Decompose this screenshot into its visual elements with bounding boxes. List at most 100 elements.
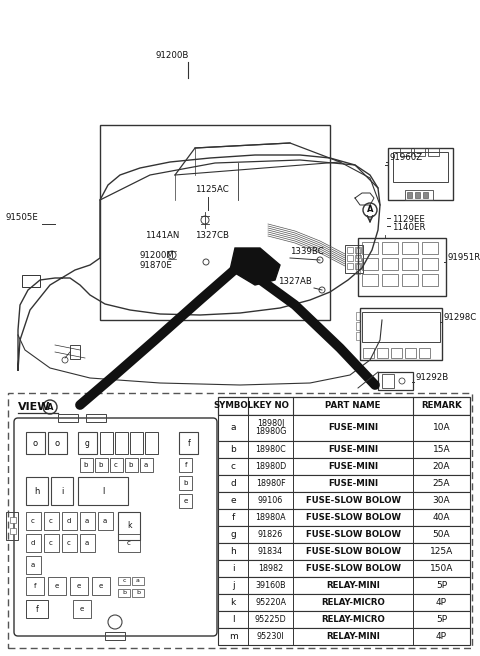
Bar [95,458,108,472]
Bar [355,263,361,269]
Bar [80,512,95,530]
Text: 1125AC: 1125AC [195,186,229,194]
Bar [51,477,73,505]
Text: 91870E: 91870E [140,260,173,270]
Text: 91200B: 91200B [155,51,188,60]
Text: 1141AN: 1141AN [145,230,180,239]
Bar [407,192,412,198]
Bar [391,348,402,358]
Text: 91951R: 91951R [448,253,480,262]
Text: RELAY-MICRO: RELAY-MICRO [321,615,385,624]
Text: 91960Z: 91960Z [390,154,423,163]
Text: e: e [77,583,81,589]
Bar [405,348,416,358]
Text: A: A [47,403,53,411]
Text: 1129EE: 1129EE [392,216,425,224]
Text: 18980C: 18980C [255,445,286,454]
Text: h: h [34,487,40,495]
Text: 15A: 15A [432,445,450,454]
Bar [26,600,48,618]
Bar [377,348,388,358]
Text: b: b [230,445,236,454]
Text: d: d [31,540,35,546]
Text: e: e [230,496,236,505]
Bar [58,414,78,422]
Bar [393,152,448,182]
Text: a: a [136,579,140,583]
Bar [347,247,353,253]
Bar [118,589,130,597]
Bar [80,458,93,472]
Circle shape [108,615,122,629]
Bar [405,190,433,200]
Bar [415,192,420,198]
Bar [356,312,360,320]
Bar [402,242,418,254]
Text: o: o [54,438,60,447]
Bar [26,534,41,552]
Bar [218,611,470,628]
Bar [70,345,80,359]
Bar [115,432,128,454]
Bar [402,258,418,270]
Bar [382,274,398,286]
Text: d: d [230,479,236,488]
Text: 39160B: 39160B [255,581,286,590]
Bar [382,258,398,270]
FancyBboxPatch shape [14,418,217,636]
Text: A: A [367,205,373,215]
Text: c: c [122,579,126,583]
Bar [218,560,470,577]
Bar [347,255,353,261]
Text: f: f [34,583,36,589]
Bar [140,458,153,472]
Text: RELAY-MICRO: RELAY-MICRO [321,598,385,607]
Bar [80,534,95,552]
Polygon shape [230,248,280,285]
Text: 91292B: 91292B [416,373,449,382]
Text: b: b [184,480,188,486]
Text: i: i [232,564,234,573]
Text: f: f [188,438,191,447]
Bar [8,393,472,648]
Text: 10A: 10A [432,424,450,432]
Bar [414,148,425,156]
Bar [86,414,106,422]
Bar [10,528,16,534]
Bar [26,512,41,530]
Bar [356,248,360,258]
Bar [62,512,77,530]
Text: 18980F: 18980F [256,479,285,488]
Text: b: b [84,462,88,468]
Bar [118,534,140,552]
Bar [105,632,125,640]
Circle shape [319,287,325,293]
Text: c: c [230,462,236,471]
Text: FUSE-SLOW BOLOW: FUSE-SLOW BOLOW [305,564,400,573]
Bar [48,432,67,454]
Text: 18980A: 18980A [255,513,286,522]
Text: 18980J: 18980J [257,419,284,428]
Bar [218,397,470,415]
Bar [218,594,470,611]
Text: FUSE-MINI: FUSE-MINI [328,424,378,432]
Bar [422,242,438,254]
Bar [110,458,123,472]
Text: a: a [85,518,89,524]
Bar [218,628,470,645]
Circle shape [317,257,323,263]
Bar [130,432,143,454]
Bar [402,274,418,286]
Text: 1327AB: 1327AB [278,277,312,287]
Text: 95230I: 95230I [257,632,284,641]
Bar [218,509,470,526]
Bar [218,577,470,594]
Bar [44,534,59,552]
Text: FUSE-MINI: FUSE-MINI [328,479,378,488]
Text: FUSE-SLOW BOLOW: FUSE-SLOW BOLOW [305,547,400,556]
Text: g: g [84,438,89,447]
Bar [118,512,140,540]
Bar [125,458,138,472]
Text: 5P: 5P [436,615,447,624]
Bar [22,275,40,287]
